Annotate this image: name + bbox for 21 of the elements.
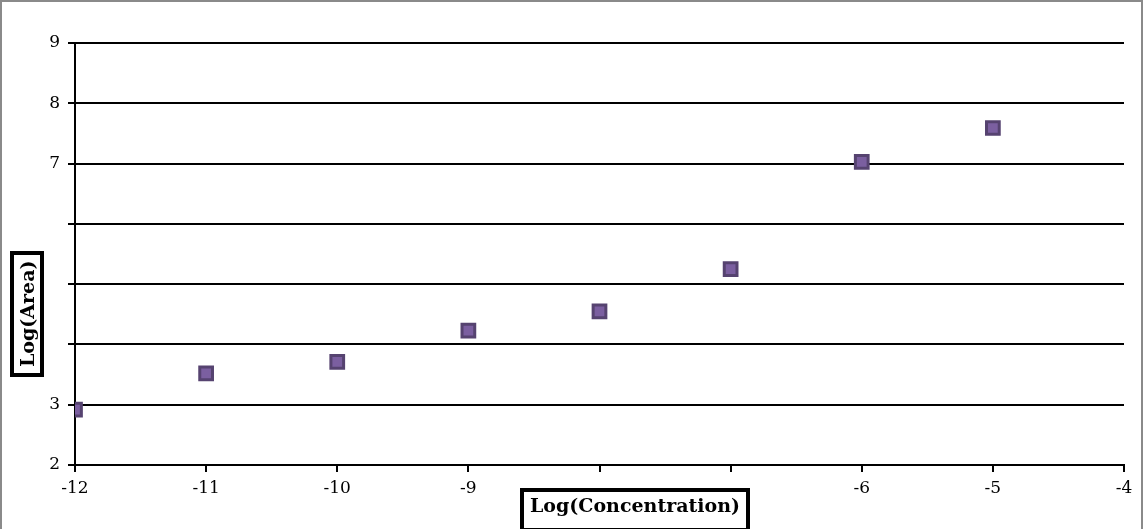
x-tick-label: -4	[1115, 476, 1133, 497]
point	[853, 153, 870, 170]
point	[329, 354, 346, 370]
point	[198, 365, 214, 382]
y-tick-label: 9	[49, 31, 60, 52]
x-tick-label: -10	[323, 476, 351, 497]
x-tick-label: -6	[853, 476, 871, 497]
x-tick-label: -11	[192, 476, 220, 497]
point	[722, 261, 739, 277]
point	[591, 303, 608, 320]
x-tick-label: -9	[460, 476, 477, 497]
point	[460, 322, 477, 339]
x-tick-label: -5	[984, 476, 1002, 497]
x-axis-title: Log(Concentration)	[520, 488, 750, 529]
y-tick-label: 3	[49, 393, 60, 414]
y-tick-label: 8	[49, 91, 60, 112]
y-tick-label: 2	[49, 453, 60, 474]
y-axis-title: Log(Area)	[10, 250, 44, 377]
x-tick-label: -12	[61, 476, 89, 497]
y-tick-label: 7	[49, 151, 60, 172]
point	[985, 120, 1001, 136]
